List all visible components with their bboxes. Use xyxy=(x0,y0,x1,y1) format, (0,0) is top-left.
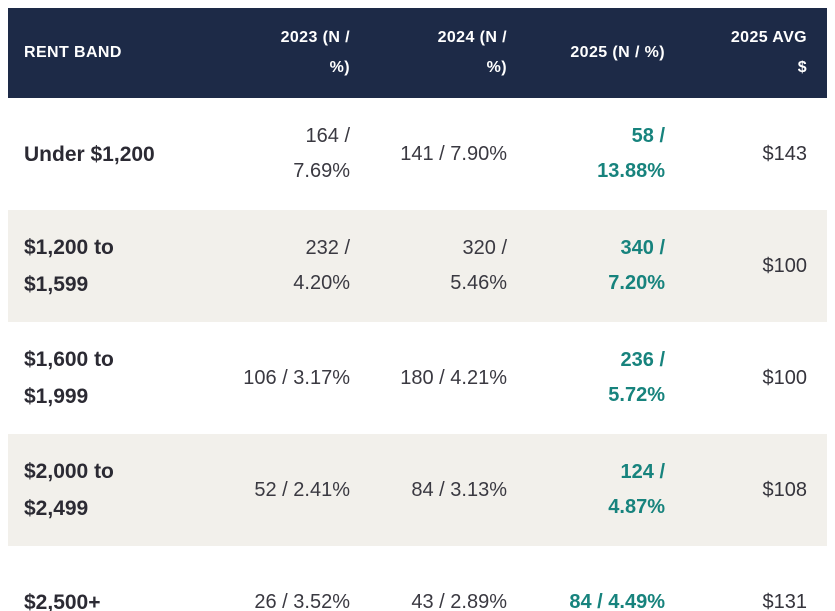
value-cell-2025: 340 / 7.20% xyxy=(608,237,665,294)
column-header-2025: 2025 (N / %) xyxy=(523,8,681,98)
value-cell-2024: 141 / 7.90% xyxy=(400,142,507,165)
value-cell-2023: 164 / 7.69% xyxy=(293,125,350,182)
table-row: $1,600 to $1,999 106 / 3.17% 180 / 4.21%… xyxy=(8,322,827,434)
value-cell-2024: 43 / 2.89% xyxy=(411,590,507,611)
value-cell-2025: 84 / 4.49% xyxy=(569,590,665,611)
avg-cell-2025: $100 xyxy=(762,254,808,277)
column-header-2023: 2023 (N / %) xyxy=(208,8,366,98)
rent-band-cell: $2,000 to $2,499 xyxy=(24,460,114,520)
column-header-rent-band: RENT BAND xyxy=(8,8,208,98)
avg-cell-2025: $143 xyxy=(762,142,808,165)
avg-cell-2025: $108 xyxy=(762,478,808,501)
value-cell-2023: 26 / 3.52% xyxy=(254,590,350,611)
value-cell-2025: 236 / 5.72% xyxy=(608,349,665,406)
table-body: Under $1,200 164 / 7.69% 141 / 7.90% 58 … xyxy=(8,98,827,611)
rent-band-cell: Under $1,200 xyxy=(24,142,155,166)
header-row: RENT BAND 2023 (N / %) 2024 (N / %) 2025… xyxy=(8,8,827,98)
rent-band-table: RENT BAND 2023 (N / %) 2024 (N / %) 2025… xyxy=(8,8,827,611)
value-cell-2025: 124 / 4.87% xyxy=(608,461,665,518)
value-cell-2023: 232 / 4.20% xyxy=(293,237,350,294)
value-cell-2023: 106 / 3.17% xyxy=(243,366,350,389)
value-cell-2024: 84 / 3.13% xyxy=(411,478,507,501)
table-row: $2,000 to $2,499 52 / 2.41% 84 / 3.13% 1… xyxy=(8,434,827,546)
column-header-2024: 2024 (N / %) xyxy=(366,8,523,98)
rent-band-cell: $2,500+ xyxy=(24,590,101,611)
rent-band-cell: $1,600 to $1,999 xyxy=(24,348,114,408)
rent-band-cell: $1,200 to $1,599 xyxy=(24,236,114,296)
avg-cell-2025: $100 xyxy=(762,366,808,389)
column-header-2025-avg: 2025 AVG $ xyxy=(681,8,827,98)
table-row: Under $1,200 164 / 7.69% 141 / 7.90% 58 … xyxy=(8,98,827,210)
value-cell-2024: 180 / 4.21% xyxy=(400,366,507,389)
value-cell-2024: 320 / 5.46% xyxy=(450,237,507,294)
table-row: $1,200 to $1,599 232 / 4.20% 320 / 5.46%… xyxy=(8,210,827,322)
avg-cell-2025: $131 xyxy=(762,590,808,611)
table-row: $2,500+ 26 / 3.52% 43 / 2.89% 84 / 4.49%… xyxy=(8,546,827,611)
value-cell-2025: 58 / 13.88% xyxy=(597,125,665,182)
table-header: RENT BAND 2023 (N / %) 2024 (N / %) 2025… xyxy=(8,8,827,98)
value-cell-2023: 52 / 2.41% xyxy=(254,478,350,501)
